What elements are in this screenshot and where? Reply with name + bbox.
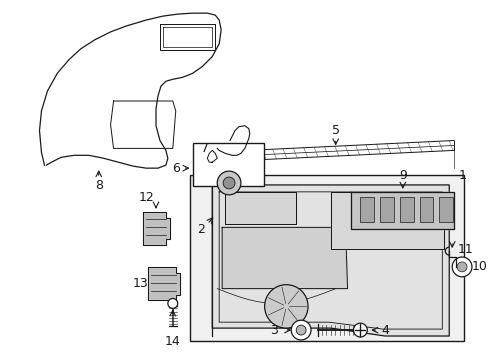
Text: 11: 11 <box>457 243 473 256</box>
Text: 1: 1 <box>458 168 466 181</box>
Polygon shape <box>148 267 179 301</box>
Circle shape <box>264 285 307 328</box>
Polygon shape <box>350 192 453 229</box>
Text: 14: 14 <box>164 336 180 348</box>
Circle shape <box>451 257 471 277</box>
Bar <box>379 197 393 222</box>
Bar <box>360 197 373 222</box>
Text: 13: 13 <box>132 277 148 290</box>
Text: 12: 12 <box>138 191 154 204</box>
Circle shape <box>291 320 310 340</box>
Text: 4: 4 <box>380 324 388 337</box>
Circle shape <box>353 323 366 337</box>
Text: 6: 6 <box>171 162 179 175</box>
Text: 5: 5 <box>331 124 339 137</box>
Text: 7: 7 <box>201 142 209 155</box>
Bar <box>419 197 432 222</box>
Circle shape <box>456 262 466 272</box>
Polygon shape <box>224 192 296 224</box>
Bar <box>439 197 452 222</box>
Text: 2: 2 <box>197 223 205 236</box>
Polygon shape <box>143 212 169 245</box>
Circle shape <box>217 171 241 195</box>
Text: 9: 9 <box>398 168 406 181</box>
Polygon shape <box>330 192 444 249</box>
Bar <box>399 197 413 222</box>
Text: 3: 3 <box>270 324 278 337</box>
Text: 8: 8 <box>95 179 102 193</box>
Circle shape <box>223 177 235 189</box>
Text: 15: 15 <box>228 149 244 162</box>
Bar <box>192 144 263 186</box>
Polygon shape <box>212 185 448 336</box>
Polygon shape <box>222 228 347 289</box>
Bar <box>189 175 463 341</box>
Circle shape <box>296 325 305 335</box>
Circle shape <box>167 298 177 309</box>
Text: 10: 10 <box>471 260 487 273</box>
